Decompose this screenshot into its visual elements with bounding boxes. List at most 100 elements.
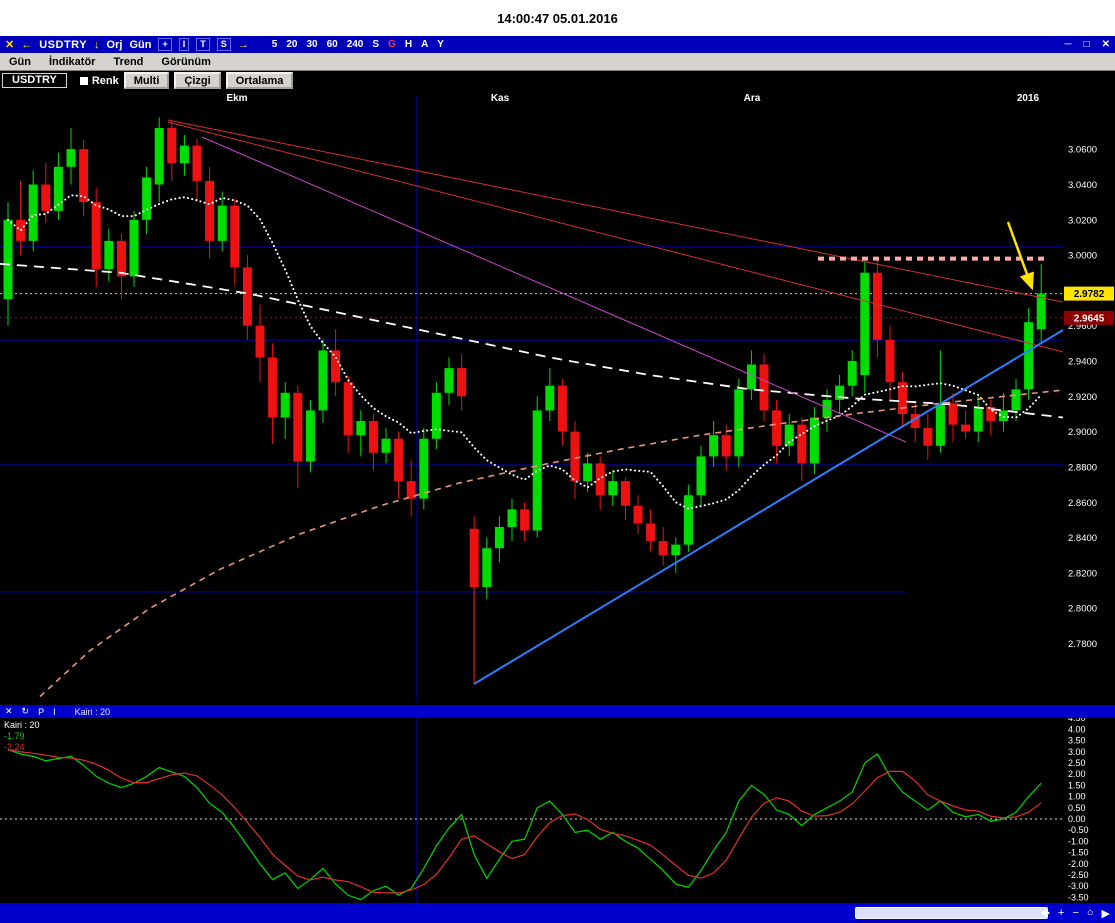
candle-body bbox=[406, 481, 416, 499]
timeframe-60[interactable]: 60 bbox=[326, 39, 338, 50]
candle-body bbox=[696, 456, 706, 496]
trendline[interactable] bbox=[167, 119, 1064, 303]
timeframe-ay[interactable]: A bbox=[421, 39, 429, 50]
crosshair-icon[interactable]: ✚ bbox=[1040, 907, 1050, 920]
timeframe-20[interactable]: 20 bbox=[286, 39, 298, 50]
close-window-button[interactable]: ✕ bbox=[1101, 39, 1110, 50]
indicator-header: ✕ ↻ P I Kairi : 20 bbox=[0, 705, 1115, 718]
trendline[interactable] bbox=[167, 121, 1064, 353]
menu-bar: Gün İndikatör Trend Görünüm bbox=[0, 53, 1115, 71]
price-tick-label: 2.8400 bbox=[1068, 533, 1097, 544]
candle-body bbox=[822, 399, 832, 418]
candle-body bbox=[53, 166, 63, 211]
menu-gun[interactable]: Gün bbox=[9, 55, 31, 68]
annotation-arrow[interactable] bbox=[1006, 221, 1034, 291]
candle-body bbox=[368, 421, 378, 453]
candle-body bbox=[583, 463, 593, 482]
color-swatch-icon bbox=[79, 76, 88, 85]
timeframe-5[interactable]: 5 bbox=[271, 39, 278, 50]
candle-body bbox=[948, 403, 958, 425]
kairi-line bbox=[7, 748, 1042, 901]
cizgi-button[interactable]: Çizgi bbox=[174, 72, 221, 89]
maximize-button[interactable]: □ bbox=[1083, 39, 1090, 50]
ma-dashed-medium bbox=[0, 263, 1064, 419]
candle-body bbox=[142, 177, 152, 220]
menu-gorunum[interactable]: Görünüm bbox=[161, 55, 211, 68]
candle-body bbox=[557, 385, 567, 432]
price-tick-label: 3.0600 bbox=[1068, 145, 1097, 156]
zoom-out-icon[interactable]: − bbox=[1072, 907, 1079, 919]
candle-body bbox=[545, 385, 555, 411]
indicator-p-button[interactable]: P bbox=[38, 706, 45, 717]
timeframe-gun[interactable]: G bbox=[388, 39, 396, 50]
timeframe-240[interactable]: 240 bbox=[346, 39, 364, 50]
timeframe-saat[interactable]: S bbox=[372, 39, 380, 50]
indicator-tool-button[interactable]: I bbox=[178, 38, 190, 51]
candle-body bbox=[1024, 322, 1034, 390]
candle-body bbox=[620, 481, 630, 506]
price-tick-label: 2.8600 bbox=[1068, 498, 1097, 509]
indicator-tick-label: -1.50 bbox=[1068, 848, 1089, 858]
candlestick-chart[interactable]: Ekm Kas Ara 2016 3.0600 3.0400 3.0200 3.0000 2.9… bbox=[0, 90, 1115, 705]
candle-body bbox=[734, 389, 744, 457]
candle-body bbox=[494, 527, 504, 549]
down-arrow-icon[interactable]: ↓ bbox=[94, 38, 100, 51]
price-tick-label: 2.9400 bbox=[1068, 357, 1097, 368]
gun-button[interactable]: Gün bbox=[129, 38, 152, 51]
plus-tool-button[interactable]: + bbox=[158, 38, 172, 51]
back-arrow-icon[interactable]: ← bbox=[21, 38, 33, 51]
candle-body bbox=[41, 184, 51, 211]
zoom-in-icon[interactable]: + bbox=[1058, 907, 1065, 919]
candle-body bbox=[482, 548, 492, 587]
month-label: 2016 bbox=[1017, 93, 1040, 104]
forward-arrow-icon[interactable]: → bbox=[237, 38, 249, 51]
price-tick-label: 2.8000 bbox=[1068, 604, 1097, 615]
candle-body bbox=[961, 424, 971, 432]
candle-body bbox=[885, 339, 895, 383]
scrollbar-controls: ✚ + − ○ ▶ bbox=[1041, 903, 1110, 923]
timeframe-yil[interactable]: Y bbox=[437, 39, 444, 50]
indicator-tick-label: 2.00 bbox=[1068, 769, 1086, 779]
indicator-tick-label: -3.50 bbox=[1068, 892, 1089, 902]
candle-body bbox=[923, 428, 933, 446]
close-chart-icon[interactable]: ✕ bbox=[5, 39, 15, 51]
tab-usdtry[interactable]: USDTRY bbox=[2, 73, 67, 88]
kairi-indicator-panel[interactable]: 4.504.00 3.503.002.502.001.50 1.000.500.00… bbox=[0, 718, 1115, 903]
minimize-button[interactable]: ─ bbox=[1064, 39, 1072, 50]
candle-body bbox=[3, 219, 13, 300]
candle-body bbox=[683, 495, 693, 545]
horizontal-scrollbar[interactable]: ✚ + − ○ ▶ bbox=[0, 903, 1115, 923]
trendline[interactable] bbox=[201, 136, 907, 443]
candle-body bbox=[104, 240, 114, 270]
trend-tool-button[interactable]: T bbox=[196, 38, 210, 51]
settings-tool-button[interactable]: S bbox=[216, 38, 231, 51]
scrollbar-thumb[interactable] bbox=[855, 907, 1048, 919]
trendline[interactable] bbox=[473, 329, 1064, 685]
timeframe-30[interactable]: 30 bbox=[306, 39, 318, 50]
candle-body bbox=[998, 410, 1008, 421]
kairi-signal-line bbox=[7, 749, 1042, 894]
menu-trend[interactable]: Trend bbox=[113, 55, 144, 68]
indicator-i-button[interactable]: I bbox=[53, 706, 56, 717]
candle-body bbox=[230, 205, 240, 268]
orj-button[interactable]: Orj bbox=[106, 38, 123, 51]
price-tick-label: 3.0000 bbox=[1068, 251, 1097, 262]
ortalama-button[interactable]: Ortalama bbox=[225, 72, 294, 89]
renk-button[interactable]: Renk bbox=[79, 75, 119, 87]
indicator-tick-label: 4.00 bbox=[1068, 724, 1086, 734]
candle-body bbox=[872, 272, 882, 340]
circle-icon[interactable]: ○ bbox=[1086, 907, 1094, 919]
indicator-tick-label: -2.00 bbox=[1068, 859, 1089, 869]
chart-title-bar: ✕ ← USDTRY ↓ Orj Gün + I T S → 5 20 30 6… bbox=[0, 36, 1115, 53]
menu-indikator[interactable]: İndikatör bbox=[49, 55, 96, 68]
price-badge bbox=[1064, 286, 1114, 301]
price-badge bbox=[1064, 310, 1114, 325]
candle-body bbox=[331, 350, 341, 383]
play-icon[interactable]: ▶ bbox=[1101, 907, 1110, 920]
multi-button[interactable]: Multi bbox=[123, 72, 170, 89]
indicator-close-icon[interactable]: ✕ bbox=[5, 706, 13, 716]
indicator-refresh-icon[interactable]: ↻ bbox=[21, 706, 30, 716]
candle-body bbox=[973, 406, 983, 432]
timeframe-hafta[interactable]: H bbox=[404, 39, 413, 50]
